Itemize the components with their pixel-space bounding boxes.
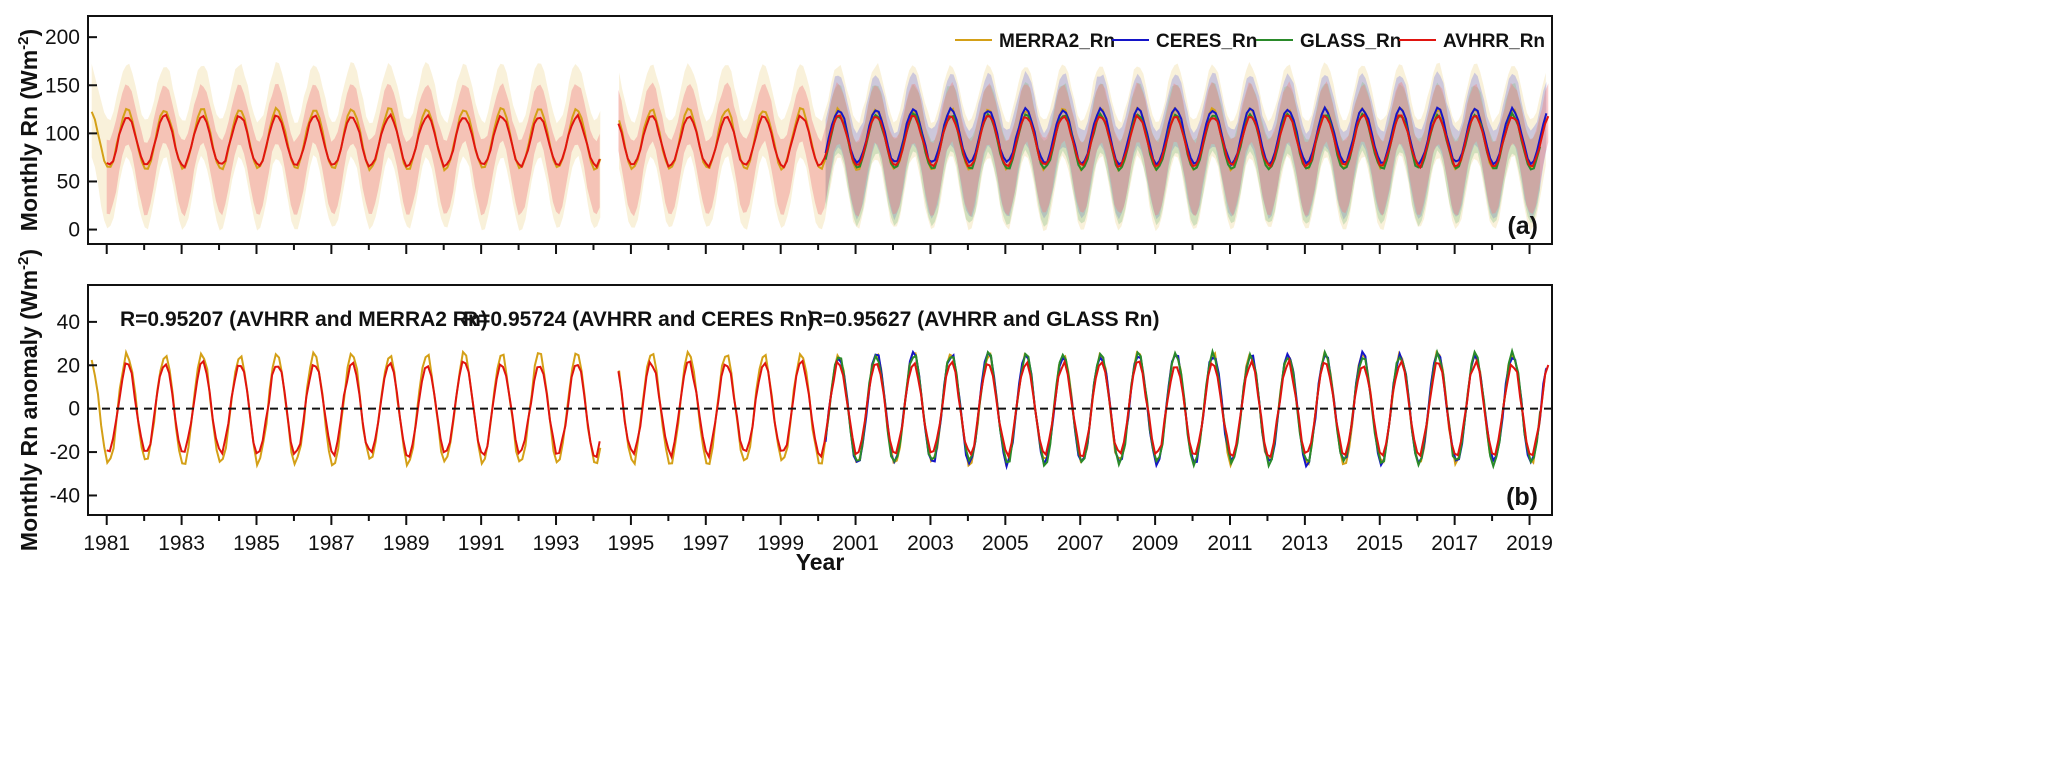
legend-label-merra2: MERRA2_Rn xyxy=(999,31,1115,52)
band-merra2-segment xyxy=(619,62,1546,232)
panel-a-ytick-label: 150 xyxy=(45,74,80,97)
panel-a: 0 50 100 150 200 Monthly Rn (Wm-2) (a) MERRA… xyxy=(15,15,1553,254)
panel-b-frame xyxy=(87,284,1553,516)
panel-b-x-axis: 1981 1983 1985 1987 1989 1991 1993 1995 1997 1999… xyxy=(83,515,1553,555)
panel-b-xtick-label: 2003 xyxy=(907,532,954,555)
band-avhrr-segment xyxy=(618,81,1549,217)
panel-a-lines xyxy=(90,105,1550,173)
panel-b-xtick-label: 2001 xyxy=(832,532,879,555)
panel-b-xtick-label: 2005 xyxy=(982,532,1029,555)
panel-b-ytick-label: -20 xyxy=(50,441,80,464)
panel-b-ytick-label: 40 xyxy=(57,311,80,334)
panel-b-ytick-label: 0 xyxy=(68,398,80,421)
panel-a-bands xyxy=(91,62,1549,232)
panel-b: -40 -20 0 20 40 1981 1983 1985 1987 1989 1991 1993… xyxy=(15,249,1553,575)
panel-b-xtick-label: 1985 xyxy=(233,532,280,555)
panel-b-xtick-label: 2007 xyxy=(1057,532,1104,555)
panel-b-xtick-label: 1997 xyxy=(682,532,729,555)
annotation-merra2-r: R=0.95207 (AVHRR and MERRA2 Rn) xyxy=(120,308,488,331)
series-line-avhrr xyxy=(106,112,1550,170)
panel-a-y-axis: 0 50 100 150 200 xyxy=(45,26,97,242)
panel-a-ylabel: Monthly Rn (Wm-2) xyxy=(15,29,42,231)
panel-a-frame xyxy=(87,15,1553,245)
panel-b-xtick-label: 1995 xyxy=(608,532,655,555)
legend: MERRA2_Rn CERES_Rn GLASS_Rn AVHRR_Rn xyxy=(955,31,1545,52)
panel-a-ytick-label: 200 xyxy=(45,26,80,49)
panel-b-xtick-label: 2011 xyxy=(1207,532,1252,555)
panel-b-xtick-label: 1993 xyxy=(533,532,580,555)
annotation-glass-r: R=0.95627 (AVHRR and GLASS Rn) xyxy=(808,308,1159,331)
legend-label-ceres: CERES_Rn xyxy=(1156,31,1257,52)
x-axis-title: Year xyxy=(796,549,845,575)
panel-b-xtick-label: 1983 xyxy=(158,532,205,555)
panel-a-x-ticks xyxy=(105,244,1531,254)
panel-b-xtick-label: 1999 xyxy=(757,532,804,555)
panel-a-tag: (a) xyxy=(1507,212,1538,240)
panel-a-ytick-label: 50 xyxy=(57,170,80,193)
panel-b-lines xyxy=(90,347,1550,471)
panel-b-xtick-label: 2009 xyxy=(1132,532,1179,555)
panel-a-ytick-label: 100 xyxy=(45,122,80,145)
panel-b-xtick-label: 2015 xyxy=(1356,532,1403,555)
annotation-ceres-r: R=0.95724 (AVHRR and CERES Rn) xyxy=(463,308,814,331)
panel-b-y-axis: -40 -20 0 20 40 xyxy=(50,311,97,507)
band-merra2-segment xyxy=(91,62,601,231)
panel-b-ytick-label: -40 xyxy=(50,484,80,507)
panel-b-xtick-label: 1987 xyxy=(308,532,355,555)
anomaly-line-avhrr xyxy=(106,357,1550,461)
band-avhrr-segment xyxy=(106,83,600,217)
legend-label-glass: GLASS_Rn xyxy=(1300,31,1401,52)
panel-b-xtick-label: 1981 xyxy=(83,532,130,555)
panel-b-tag: (b) xyxy=(1506,483,1538,511)
panel-b-ytick-label: 20 xyxy=(57,354,80,377)
panel-b-ylabel: Monthly Rn anomaly (Wm-2) xyxy=(15,249,42,551)
panel-b-xtick-label: 2019 xyxy=(1506,532,1553,555)
panel-b-xtick-label: 2017 xyxy=(1431,532,1478,555)
legend-label-avhrr: AVHRR_Rn xyxy=(1443,31,1545,52)
panel-b-xtick-label: 1989 xyxy=(383,532,430,555)
panel-b-xtick-label: 2013 xyxy=(1282,532,1329,555)
panel-a-ytick-label: 0 xyxy=(68,219,80,242)
panel-b-xtick-label: 1991 xyxy=(458,532,505,555)
